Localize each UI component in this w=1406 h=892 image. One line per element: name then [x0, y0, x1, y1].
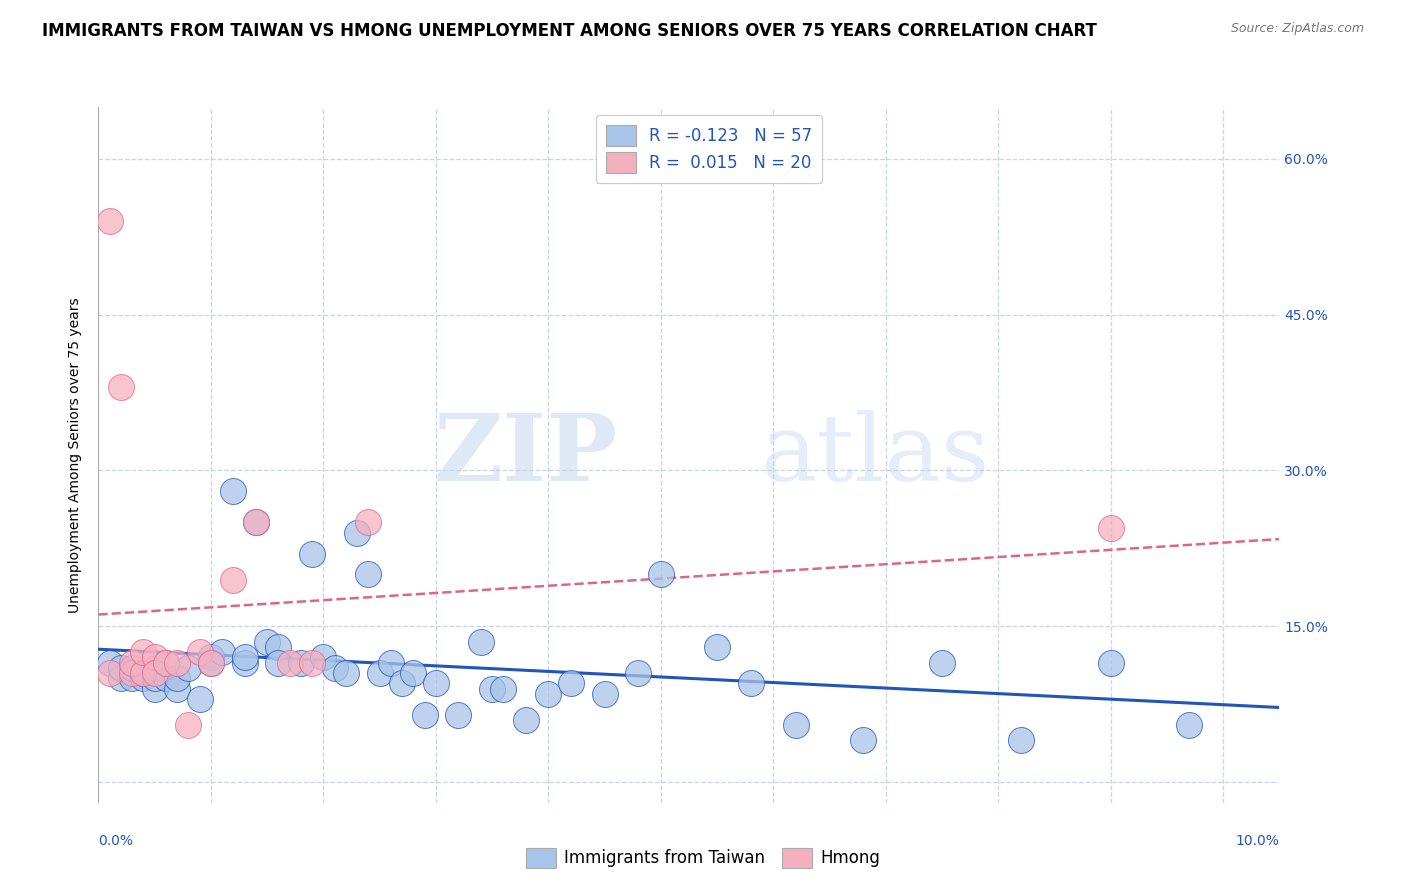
- Point: [143, 650, 166, 665]
- Point: [166, 671, 188, 685]
- Point: [256, 635, 278, 649]
- Point: [346, 525, 368, 540]
- Point: [852, 733, 875, 747]
- Point: [413, 707, 436, 722]
- Text: 10.0%: 10.0%: [1236, 834, 1279, 848]
- Point: [380, 656, 402, 670]
- Point: [301, 547, 323, 561]
- Point: [233, 656, 256, 670]
- Point: [110, 671, 132, 685]
- Point: [155, 656, 177, 670]
- Point: [368, 665, 391, 680]
- Point: [222, 484, 245, 499]
- Point: [155, 656, 177, 670]
- Point: [593, 687, 616, 701]
- Point: [143, 671, 166, 685]
- Point: [312, 650, 335, 665]
- Text: Source: ZipAtlas.com: Source: ZipAtlas.com: [1230, 22, 1364, 36]
- Text: atlas: atlas: [759, 410, 988, 500]
- Point: [98, 656, 121, 670]
- Text: 0.0%: 0.0%: [98, 834, 134, 848]
- Point: [470, 635, 492, 649]
- Point: [481, 681, 503, 696]
- Point: [785, 718, 807, 732]
- Point: [515, 713, 537, 727]
- Point: [200, 656, 222, 670]
- Point: [357, 516, 380, 530]
- Point: [425, 676, 447, 690]
- Point: [177, 718, 200, 732]
- Legend: Immigrants from Taiwan, Hmong: Immigrants from Taiwan, Hmong: [519, 841, 887, 875]
- Point: [200, 650, 222, 665]
- Point: [267, 640, 290, 654]
- Point: [155, 671, 177, 685]
- Point: [492, 681, 515, 696]
- Point: [143, 661, 166, 675]
- Point: [706, 640, 728, 654]
- Point: [98, 214, 121, 228]
- Point: [627, 665, 650, 680]
- Point: [132, 671, 155, 685]
- Point: [132, 665, 155, 680]
- Point: [166, 656, 188, 670]
- Point: [537, 687, 560, 701]
- Point: [560, 676, 582, 690]
- Text: ZIP: ZIP: [434, 410, 619, 500]
- Point: [177, 661, 200, 675]
- Point: [166, 681, 188, 696]
- Point: [245, 516, 267, 530]
- Point: [121, 671, 143, 685]
- Point: [245, 516, 267, 530]
- Point: [110, 661, 132, 675]
- Point: [222, 573, 245, 587]
- Point: [132, 665, 155, 680]
- Point: [1099, 656, 1122, 670]
- Point: [931, 656, 953, 670]
- Point: [1099, 520, 1122, 534]
- Point: [1010, 733, 1032, 747]
- Point: [402, 665, 425, 680]
- Point: [211, 645, 233, 659]
- Point: [143, 665, 166, 680]
- Point: [740, 676, 762, 690]
- Point: [200, 656, 222, 670]
- Point: [188, 692, 211, 706]
- Point: [98, 665, 121, 680]
- Point: [110, 380, 132, 394]
- Point: [1178, 718, 1201, 732]
- Point: [278, 656, 301, 670]
- Point: [233, 650, 256, 665]
- Legend: R = -0.123   N = 57, R =  0.015   N = 20: R = -0.123 N = 57, R = 0.015 N = 20: [596, 115, 823, 183]
- Point: [290, 656, 312, 670]
- Y-axis label: Unemployment Among Seniors over 75 years: Unemployment Among Seniors over 75 years: [69, 297, 83, 613]
- Point: [143, 681, 166, 696]
- Point: [323, 661, 346, 675]
- Point: [121, 661, 143, 675]
- Point: [391, 676, 413, 690]
- Point: [132, 645, 155, 659]
- Point: [121, 656, 143, 670]
- Point: [267, 656, 290, 670]
- Point: [188, 645, 211, 659]
- Text: IMMIGRANTS FROM TAIWAN VS HMONG UNEMPLOYMENT AMONG SENIORS OVER 75 YEARS CORRELA: IMMIGRANTS FROM TAIWAN VS HMONG UNEMPLOY…: [42, 22, 1097, 40]
- Point: [121, 665, 143, 680]
- Point: [357, 567, 380, 582]
- Point: [335, 665, 357, 680]
- Point: [447, 707, 470, 722]
- Point: [650, 567, 672, 582]
- Point: [301, 656, 323, 670]
